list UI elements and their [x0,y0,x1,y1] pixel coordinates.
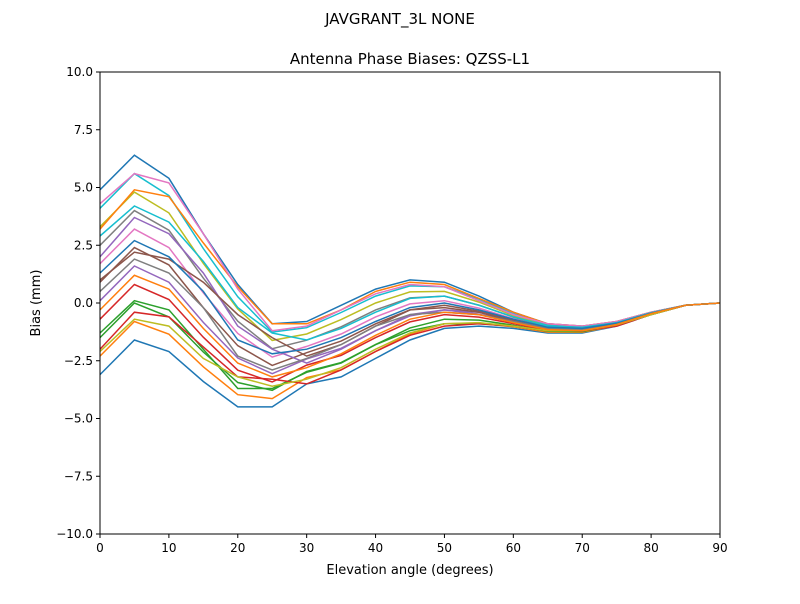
plot-frame [99,71,721,535]
y-tick-label: 5.0 [74,181,93,195]
y-tick-label: −2.5 [64,354,93,368]
series-line-10 [99,154,721,327]
x-tick-label: 30 [299,541,314,555]
x-tick-label: 40 [368,541,383,555]
series-line-20 [99,239,721,355]
y-tick-label: −10.0 [56,527,93,541]
x-tick-label: 10 [161,541,176,555]
x-tick-label: 20 [230,541,245,555]
series-line-21 [99,274,721,378]
y-tick-label: 10.0 [66,65,93,79]
chart-title: Antenna Phase Biases: QZSS-L1 [290,50,530,68]
series-line-13 [99,302,721,385]
axis-ticks: 0 10 20 30 40 50 60 70 80 90 −10.0 −7.5 −5.0 −2.5 0.0 2… [56,65,727,555]
y-tick-label: −5.0 [64,412,93,426]
x-tick-label: 0 [96,541,104,555]
y-tick-label: 2.5 [74,238,93,252]
y-tick-label: 0.0 [74,296,93,310]
y-tick-label: −7.5 [64,469,93,483]
x-axis-label: Elevation angle (degrees) [326,563,493,578]
x-tick-label: 90 [712,541,727,555]
series-line-16 [99,172,721,332]
x-tick-label: 80 [643,541,658,555]
chart-suptitle: JAVGRANT_3L NONE [324,10,475,29]
x-tick-label: 70 [575,541,590,555]
x-tick-label: 50 [437,541,452,555]
series-line-11 [99,188,721,327]
y-axis-label: Bias (mm) [29,270,44,337]
x-tick-label: 60 [506,541,521,555]
series-lines [99,154,721,408]
y-tick-label: 7.5 [74,123,93,137]
